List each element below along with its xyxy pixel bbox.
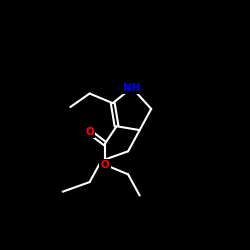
Text: O: O xyxy=(85,127,94,137)
Text: O: O xyxy=(101,160,110,170)
Text: NH: NH xyxy=(123,83,141,93)
